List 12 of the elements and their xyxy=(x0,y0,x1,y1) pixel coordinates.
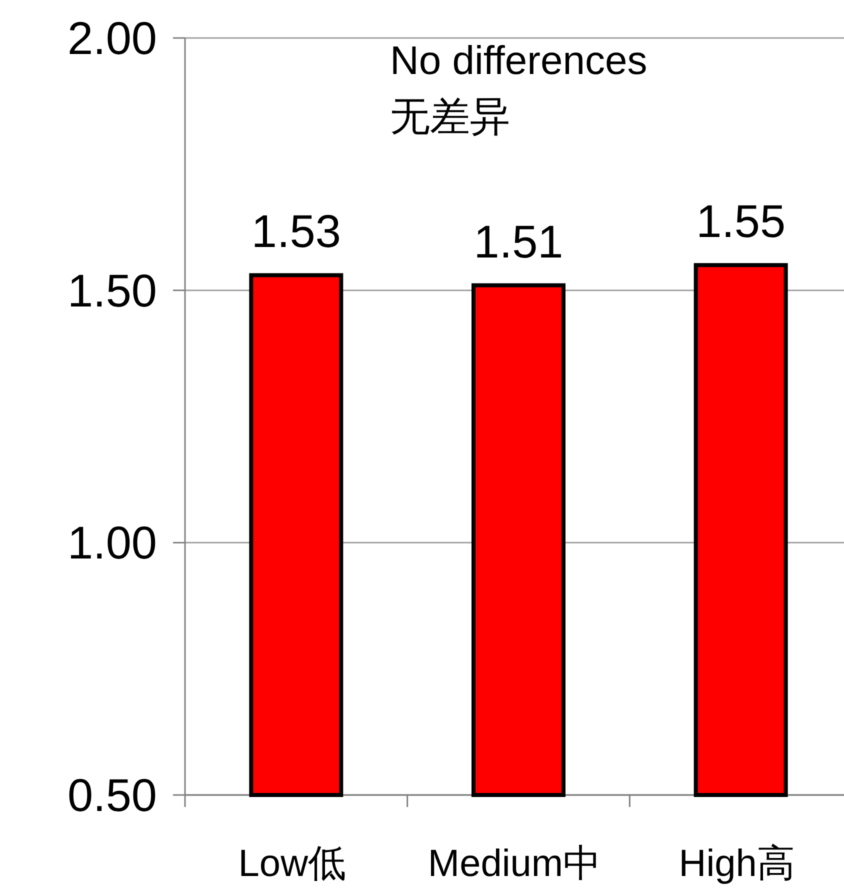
data-label: 1.53 xyxy=(251,205,341,258)
x-tick-label: High高 xyxy=(678,843,795,885)
annotation: 无差异 xyxy=(390,95,510,139)
x-tick-label: Medium中 xyxy=(428,843,602,885)
y-tick-label: 1.00 xyxy=(67,516,157,569)
y-tick-label: 1.50 xyxy=(67,264,157,316)
x-tick-label: Low低 xyxy=(238,843,346,885)
annotation: No differences xyxy=(390,39,648,83)
y-tick-label: 2.00 xyxy=(67,12,157,64)
data-label: 1.55 xyxy=(696,195,786,248)
data-label: 1.51 xyxy=(474,215,564,268)
y-tick-label: 0.50 xyxy=(67,769,157,821)
